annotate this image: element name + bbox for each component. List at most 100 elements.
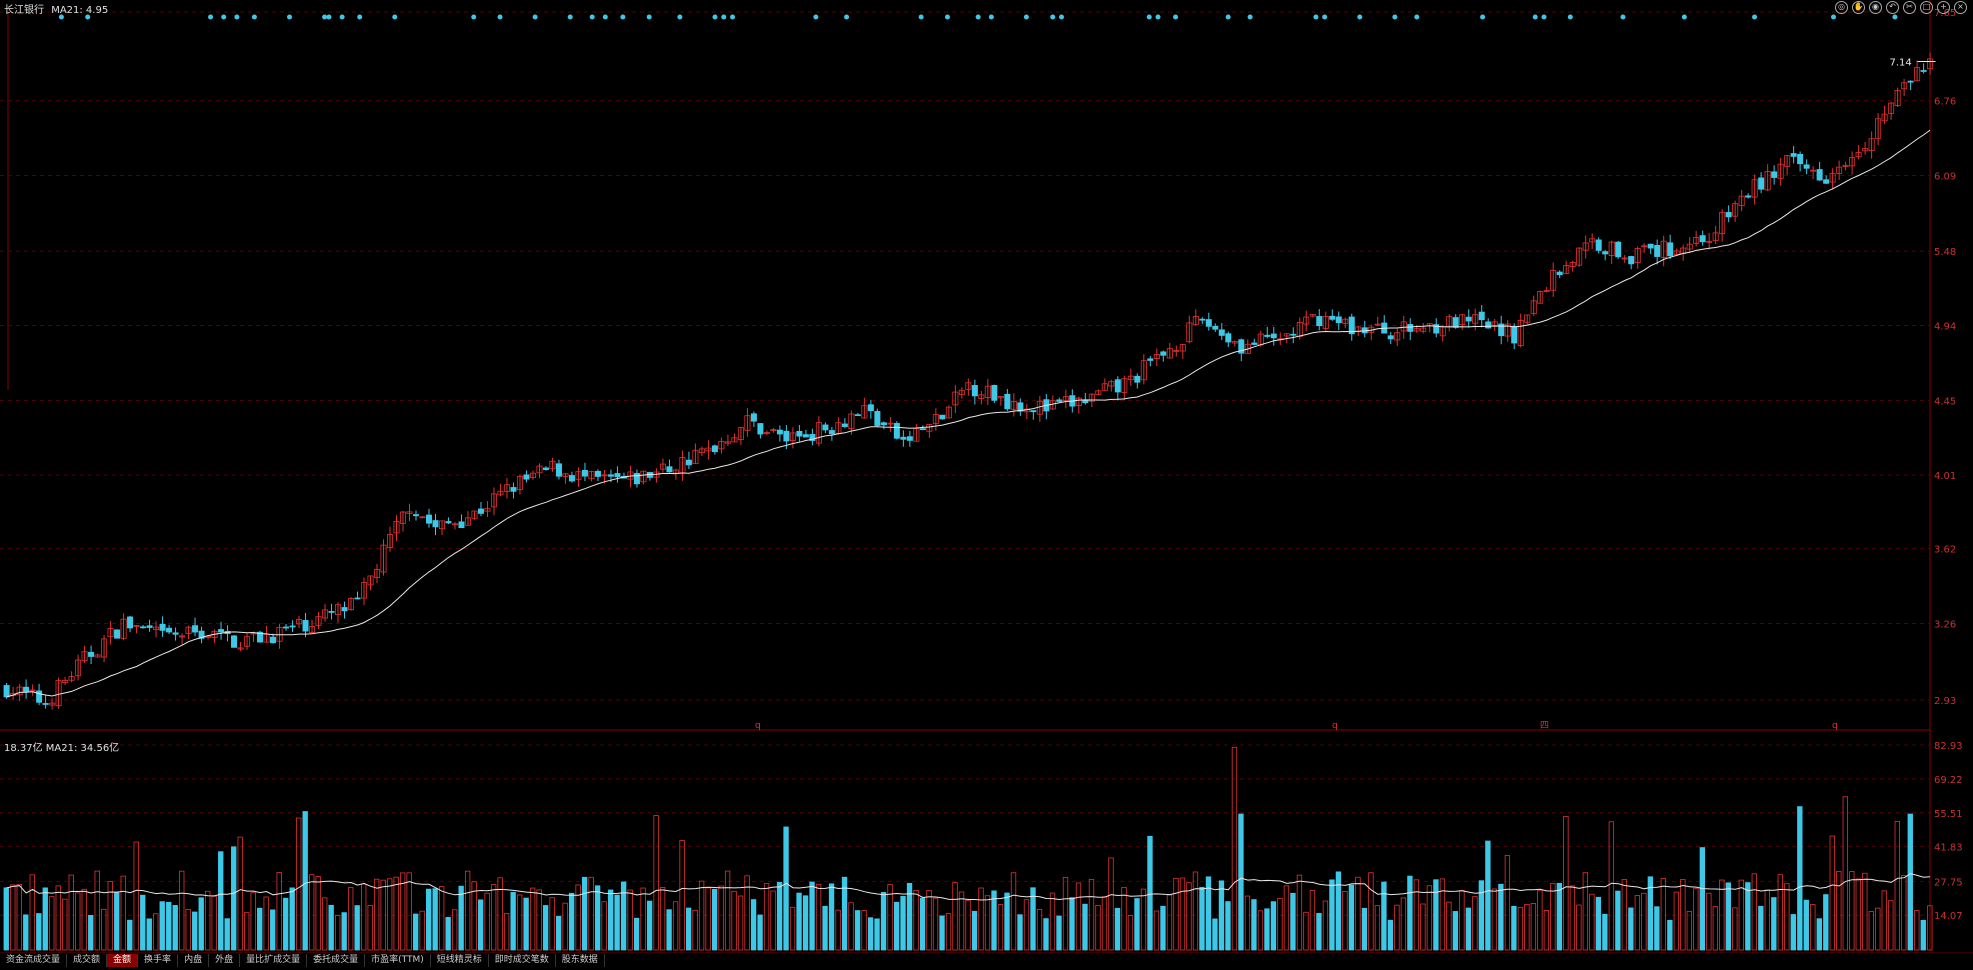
- signal-dot: [975, 14, 981, 20]
- candle-body: [958, 389, 965, 395]
- tab-9[interactable]: 短线精灵标: [431, 953, 489, 967]
- tab-11[interactable]: 股东数据: [556, 953, 605, 967]
- volume-bar: [1017, 914, 1023, 951]
- volume-bar: [1134, 898, 1140, 951]
- volume-bar: [1205, 876, 1212, 951]
- volume-bar: [607, 889, 614, 951]
- candle-body: [1101, 383, 1108, 391]
- candle-body: [1725, 212, 1732, 218]
- volume-bar: [1342, 891, 1348, 951]
- volume-bar: [588, 876, 594, 951]
- candle-body: [354, 597, 361, 600]
- signal-dot: [532, 14, 538, 20]
- candle-body: [23, 686, 30, 693]
- volume-bar: [120, 875, 126, 951]
- candle-body: [516, 475, 523, 490]
- candle-body: [62, 680, 69, 683]
- tab-4[interactable]: 内盘: [178, 953, 210, 967]
- volume-bar: [1855, 878, 1861, 951]
- volume-bar: [1829, 835, 1835, 951]
- signal-dot: [712, 14, 718, 20]
- volume-bar: [1706, 892, 1712, 951]
- candle-body: [1927, 58, 1934, 70]
- tab-8[interactable]: 市盈率(TTM): [365, 953, 431, 967]
- candle-body: [1387, 335, 1394, 340]
- volume-bar: [1361, 907, 1368, 951]
- signal-dot: [1050, 14, 1056, 20]
- signal-dot: [287, 14, 292, 20]
- tab-6[interactable]: 量比扩成交量: [240, 953, 308, 967]
- chart-toolbar: ◎ ✋ ◉ ↶ ✂ □ + ×: [1835, 1, 1967, 14]
- candle-body: [1537, 291, 1544, 304]
- candle-body: [42, 703, 49, 705]
- candle-body: [542, 467, 549, 471]
- candle-body: [1686, 243, 1693, 250]
- signal-dot: [1541, 14, 1547, 20]
- tab-5[interactable]: 外盘: [209, 953, 241, 967]
- candle-body: [289, 625, 296, 628]
- scissors-icon[interactable]: ✂: [1903, 1, 1916, 14]
- volume-bar: [1088, 878, 1095, 951]
- candle-body: [1894, 89, 1901, 106]
- volume-bar: [685, 907, 692, 951]
- volume-bar: [568, 892, 575, 951]
- volume-bar: [1049, 892, 1056, 951]
- candle-body: [1823, 179, 1830, 184]
- volume-bar: [361, 883, 367, 951]
- volume-bar: [1303, 911, 1309, 951]
- candle-body: [1777, 163, 1784, 179]
- candle-body: [1563, 265, 1570, 274]
- volume-bar: [1166, 894, 1173, 951]
- volume-bar: [659, 887, 666, 951]
- volume-bar: [211, 895, 217, 951]
- volume-bar: [1582, 872, 1589, 951]
- volume-bar: [1901, 875, 1907, 951]
- tab-2[interactable]: 金额: [107, 953, 139, 967]
- volume-bar: [1667, 919, 1673, 951]
- square-icon[interactable]: □: [1920, 1, 1933, 14]
- eye-icon[interactable]: ◎: [1835, 1, 1848, 14]
- tab-3[interactable]: 换手率: [138, 953, 179, 967]
- undo-icon[interactable]: ↶: [1886, 1, 1899, 14]
- tab-10[interactable]: 即时成交笔数: [489, 953, 556, 967]
- candle-body: [1621, 257, 1628, 260]
- volume-bar: [445, 916, 451, 951]
- volume-bar: [1179, 877, 1186, 951]
- tab-1[interactable]: 成交额: [67, 953, 108, 967]
- candle-body: [659, 463, 666, 470]
- volume-bar: [653, 815, 659, 951]
- volume-bar: [1816, 918, 1822, 951]
- candle-body: [1010, 401, 1017, 410]
- candle-body: [1641, 245, 1648, 248]
- hand-icon[interactable]: ✋: [1852, 1, 1865, 14]
- volume-bar: [1849, 871, 1855, 951]
- signal-dot: [1225, 14, 1231, 20]
- candle-body: [588, 471, 595, 480]
- volume-bar: [1407, 875, 1413, 951]
- candle-body: [906, 436, 913, 441]
- candle-body: [1420, 327, 1427, 332]
- candle-body: [562, 473, 569, 477]
- candle-body: [1797, 153, 1804, 165]
- volume-bar: [68, 874, 74, 951]
- candle-body: [1712, 232, 1719, 242]
- candle-body: [510, 487, 517, 492]
- volume-bar: [1030, 887, 1036, 951]
- candle-body: [887, 422, 894, 425]
- volume-bar: [1257, 910, 1264, 951]
- tab-0[interactable]: 资金流成交量: [0, 953, 68, 967]
- candle-body: [1173, 349, 1180, 352]
- candle-body: [438, 520, 445, 530]
- close-icon[interactable]: ×: [1954, 1, 1967, 14]
- volume-bar: [1413, 879, 1420, 951]
- candle-body: [445, 521, 452, 524]
- volume-bar: [1251, 899, 1257, 951]
- plus-icon[interactable]: +: [1937, 1, 1950, 14]
- volume-bar: [1530, 903, 1537, 951]
- tab-7[interactable]: 委托成交量: [307, 953, 366, 967]
- signal-dot: [1146, 14, 1152, 20]
- target-icon[interactable]: ◉: [1869, 1, 1882, 14]
- candle-body: [965, 382, 972, 390]
